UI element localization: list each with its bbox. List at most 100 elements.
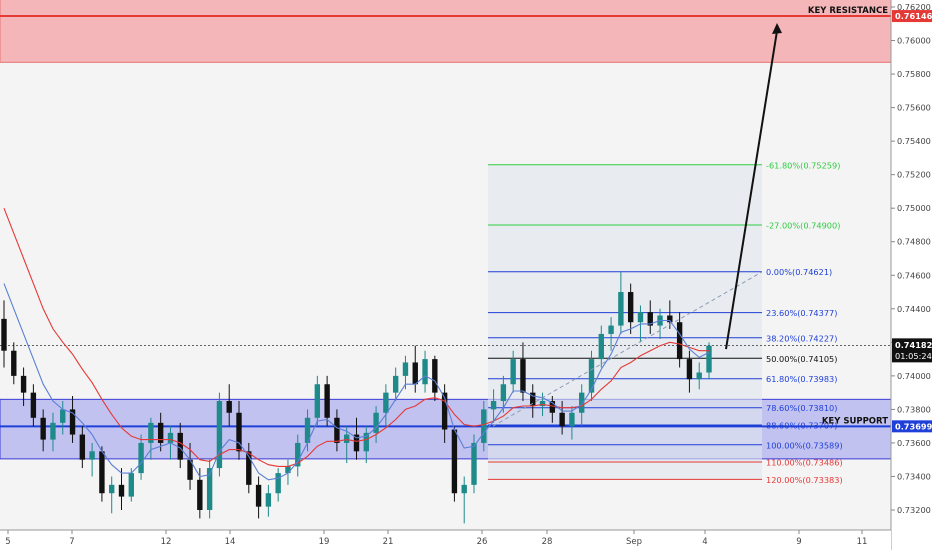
- candle-body: [60, 409, 66, 423]
- candle-body: [461, 484, 467, 494]
- y-tick-label: 0.74400: [897, 304, 931, 314]
- y-tick-label: 0.75600: [897, 103, 931, 113]
- candle-body: [363, 432, 369, 452]
- x-tick-label: 4: [702, 537, 707, 547]
- y-tick-label: 0.73800: [897, 404, 931, 414]
- candle-body: [128, 473, 134, 497]
- projection-arrow: [725, 30, 778, 350]
- y-tick-label: 0.74800: [897, 237, 931, 247]
- resistance-label: KEY RESISTANCE: [808, 6, 888, 16]
- candles-group: [1, 271, 712, 524]
- y-tick-label: 0.75400: [897, 136, 931, 146]
- candle-body: [451, 429, 458, 494]
- x-tick-label: 7: [69, 537, 74, 547]
- candle-body: [500, 384, 507, 402]
- resistance-price-tag: [892, 10, 932, 23]
- x-tick-label: 9: [796, 537, 801, 547]
- candle-body: [696, 372, 702, 380]
- candle-body: [99, 451, 105, 494]
- candle-body: [40, 417, 46, 440]
- candle-body: [30, 392, 37, 418]
- candle-body: [314, 384, 321, 418]
- support-price-text: 0.73699: [895, 421, 932, 431]
- candle-body: [579, 392, 585, 413]
- fib-label: 100.00%(0.73589): [766, 440, 843, 450]
- ema-fast-line: [3, 283, 710, 481]
- candle-body: [412, 362, 418, 385]
- candle-body: [187, 459, 193, 480]
- candle-body: [706, 345, 712, 373]
- resistance-zone: [0, 0, 892, 63]
- fib-label: -27.00%(0.74900): [766, 220, 840, 230]
- projection-arrowhead: [772, 23, 782, 34]
- candle-body: [588, 359, 595, 393]
- ema-slow-line: [3, 207, 709, 467]
- candle-body: [490, 401, 497, 410]
- candle-body: [383, 392, 389, 413]
- candle-body: [402, 362, 409, 376]
- candle-body: [676, 322, 683, 360]
- candle-body: [608, 325, 614, 334]
- y-tick-label: 0.75800: [897, 69, 931, 79]
- candle-body: [206, 468, 213, 510]
- candle-body: [627, 292, 634, 323]
- candle-body: [255, 484, 262, 507]
- candle-body: [539, 401, 546, 407]
- candle-body: [304, 417, 311, 443]
- candle-body: [353, 434, 360, 452]
- candle-body: [11, 350, 17, 376]
- candle-body: [216, 401, 223, 469]
- candle-body: [236, 412, 242, 452]
- x-tick-label: 19: [319, 537, 330, 547]
- candle-body: [157, 422, 164, 443]
- y-tick-label: 0.74000: [897, 371, 931, 381]
- candle-body: [559, 412, 565, 427]
- fib-label: 120.00%(0.73383): [766, 475, 843, 485]
- candle-body: [481, 409, 487, 443]
- trendline: [492, 271, 763, 427]
- x-tick-label: Sep: [626, 537, 642, 547]
- y-axis-panel: [891, 0, 932, 550]
- candle-body: [167, 432, 174, 443]
- candle-body: [324, 384, 330, 418]
- x-tick-label: 12: [161, 537, 172, 547]
- resistance-price-text: 0.76146: [895, 11, 932, 21]
- candle-body: [647, 312, 653, 326]
- y-tick-label: 0.74600: [897, 270, 931, 280]
- candle-body: [344, 434, 350, 443]
- candle-body: [109, 484, 115, 494]
- support-price-tag: [892, 420, 932, 433]
- fib-label: 50.00%(0.74105): [766, 354, 837, 364]
- countdown-text: 01:05:24: [895, 351, 932, 361]
- candle-body: [471, 442, 477, 485]
- candle-body: [118, 484, 125, 497]
- x-tick-label: 21: [383, 537, 394, 547]
- x-tick-label: 5: [5, 537, 10, 547]
- last-price-tag: [892, 338, 932, 363]
- candle-body: [138, 442, 144, 474]
- candle-body: [79, 434, 86, 460]
- fib-label: 38.20%(0.74227): [766, 333, 837, 343]
- y-tick-label: 0.73400: [897, 471, 931, 481]
- y-tick-label: 0.76000: [897, 36, 931, 46]
- fib-label: -61.80%(0.75259): [766, 160, 840, 170]
- candle-body: [392, 375, 399, 393]
- y-tick-label: 0.73600: [897, 438, 931, 448]
- x-tick-label: 26: [477, 537, 488, 547]
- x-axis-panel: [0, 530, 891, 550]
- fib-label: 61.80%(0.73983): [766, 374, 837, 384]
- candle-body: [20, 375, 27, 393]
- candle-body: [667, 315, 673, 323]
- candle-body: [246, 451, 252, 485]
- candle-body: [686, 359, 693, 380]
- candle-body: [432, 359, 438, 393]
- fib-label: 23.60%(0.74377): [766, 308, 837, 318]
- candle-body: [334, 417, 340, 443]
- fib-box: [488, 164, 762, 480]
- candle-body: [265, 493, 272, 507]
- y-tick-label: 0.76200: [897, 2, 931, 12]
- candle-body: [50, 422, 56, 440]
- candle-body: [177, 432, 183, 460]
